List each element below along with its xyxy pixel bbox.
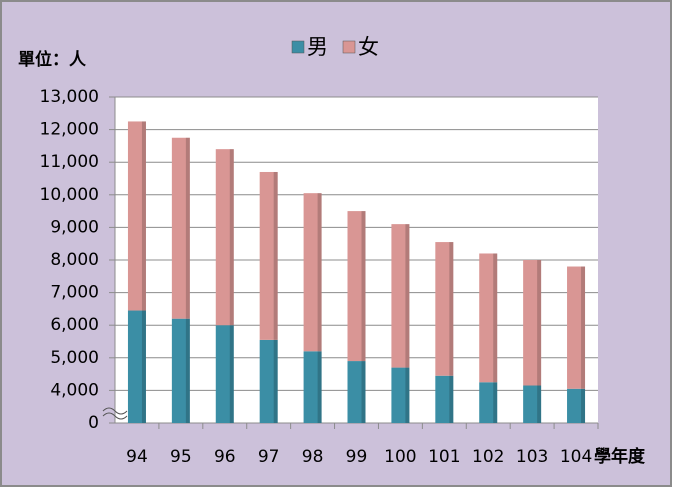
bar-segment <box>435 242 454 376</box>
bar-segment <box>303 351 322 423</box>
bar-segment <box>259 171 278 340</box>
y-axis-label: 單位：人 <box>18 49 87 70</box>
axis-break <box>102 407 128 420</box>
y-tick-label: 10,000 <box>40 185 99 205</box>
legend-label: 男 <box>307 35 328 59</box>
bar-shade <box>185 137 190 319</box>
x-tick-label: 98 <box>302 447 324 467</box>
y-tick-label: 6,000 <box>50 315 99 335</box>
bar-shade <box>537 260 542 386</box>
x-tick-label: 94 <box>126 447 148 467</box>
y-tick-label: 0 <box>88 413 99 433</box>
bar-shade <box>581 266 586 389</box>
bar-shade <box>405 224 410 368</box>
bar-shade <box>405 367 410 423</box>
x-tick-label: 96 <box>214 447 236 467</box>
bar-shade <box>141 121 146 311</box>
bar-shade <box>361 211 366 362</box>
bar-shade <box>581 388 586 423</box>
bar-segment <box>215 325 234 423</box>
bar-shade <box>493 253 498 383</box>
bar-segment <box>391 367 410 423</box>
bar-segment <box>347 361 366 423</box>
bar-shade <box>493 382 498 423</box>
bar-shade <box>141 310 146 423</box>
bar-segment <box>347 211 366 362</box>
y-tick-label: 8,000 <box>50 250 99 270</box>
bar-shade <box>229 149 234 326</box>
x-axis-label: 學年度 <box>594 446 646 467</box>
bar-shade <box>273 171 278 340</box>
bar-segment <box>171 137 190 319</box>
bar-segment <box>567 266 586 389</box>
legend-label: 女 <box>358 35 379 59</box>
bar-shade <box>229 325 234 423</box>
y-tick-label: 5,000 <box>50 348 99 368</box>
x-tick-label: 100 <box>384 447 416 467</box>
bar-segment <box>303 193 322 352</box>
y-tick-label: 9,000 <box>50 217 99 237</box>
legend-swatch <box>291 40 305 54</box>
bar-segment <box>171 318 190 423</box>
bar-segment <box>391 224 410 368</box>
bar-segment <box>435 375 454 423</box>
bar-shade <box>317 351 322 423</box>
bar-shade <box>185 318 190 423</box>
bar-shade <box>273 339 278 423</box>
bar-segment <box>127 121 146 311</box>
bar-segment <box>127 310 146 423</box>
bar-segment <box>479 382 498 423</box>
x-tick-label: 101 <box>428 447 460 467</box>
x-tick-label: 97 <box>258 447 280 467</box>
y-tick-label: 12,000 <box>40 120 99 140</box>
x-tick-label: 95 <box>170 447 192 467</box>
bar-segment <box>259 339 278 423</box>
legend-swatch <box>342 40 356 54</box>
bar-shade <box>449 242 454 376</box>
bar-shade <box>537 385 542 423</box>
y-tick-label: 4,000 <box>50 380 99 400</box>
bar-shade <box>317 193 322 352</box>
bar-segment <box>479 253 498 383</box>
y-tick-label: 7,000 <box>50 283 99 303</box>
x-tick-label: 99 <box>346 447 368 467</box>
bar-segment <box>567 388 586 423</box>
x-tick-label: 103 <box>516 447 548 467</box>
x-tick-label: 104 <box>560 447 592 467</box>
bar-segment <box>523 260 542 386</box>
y-tick-label: 13,000 <box>40 87 99 107</box>
y-tick-label: 11,000 <box>40 152 99 172</box>
bar-shade <box>449 375 454 423</box>
x-tick-label: 102 <box>472 447 504 467</box>
bar-segment <box>215 149 234 326</box>
bar-segment <box>523 385 542 423</box>
bar-shade <box>361 361 366 423</box>
